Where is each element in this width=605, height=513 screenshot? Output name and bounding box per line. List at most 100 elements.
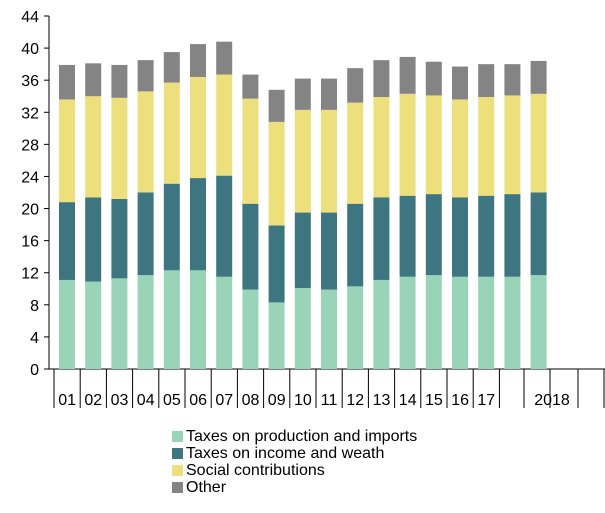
y-tick-label: 16 <box>21 234 39 251</box>
x-tick-label: 10 <box>294 392 312 409</box>
bar-segment <box>294 109 311 213</box>
bar-segment <box>504 194 521 277</box>
bar-segment <box>347 286 364 369</box>
bar-segment <box>294 78 311 110</box>
bar-segment <box>216 74 233 176</box>
bar-segment <box>268 225 285 303</box>
x-tick-label: 03 <box>111 392 129 409</box>
x-tick-label: 13 <box>373 392 391 409</box>
bar-segment <box>59 279 75 369</box>
bar-segment <box>399 56 416 94</box>
x-tick-label: 14 <box>399 392 417 409</box>
bar-segment <box>137 91 154 193</box>
bar-segment <box>425 275 442 369</box>
bar-segment <box>137 60 154 92</box>
legend-swatch-other <box>172 482 183 493</box>
bar-segment <box>478 276 495 369</box>
bar-segment <box>85 63 102 97</box>
bar-segment <box>190 44 206 77</box>
bar-segment <box>452 66 468 100</box>
bar-segment <box>399 195 416 277</box>
bar-segment <box>190 178 206 271</box>
bar-segment <box>85 281 102 369</box>
bar-segment <box>85 96 102 198</box>
bar-segment <box>478 64 495 98</box>
bar-segment <box>163 183 180 271</box>
bar-segment <box>85 197 102 282</box>
y-tick-label: 0 <box>30 362 39 379</box>
bar-segment <box>321 109 337 213</box>
bar-segment <box>373 279 390 369</box>
bar-segment <box>530 192 547 276</box>
y-tick-label: 36 <box>21 73 39 90</box>
bar-segment <box>399 276 416 369</box>
bar-segment <box>268 89 285 122</box>
bar-segment <box>321 78 337 110</box>
x-tick-label: 05 <box>163 392 181 409</box>
bar-segment <box>242 98 259 204</box>
bar-segment <box>242 289 259 369</box>
bar-segment <box>478 97 495 196</box>
bar-segment <box>268 302 285 369</box>
legend-label-other: Other <box>186 479 227 496</box>
legend-label-social: Social contributions <box>186 462 325 479</box>
bar-segment <box>504 95 521 195</box>
x-tick-label: 08 <box>242 392 260 409</box>
y-tick-label: 28 <box>21 137 39 154</box>
bar-segment <box>530 93 547 193</box>
bar-segment <box>347 203 364 287</box>
bar-segment <box>111 278 128 369</box>
legend-item: Social contributions <box>172 462 417 479</box>
bar-segment <box>59 202 75 280</box>
bar-segment <box>399 93 416 196</box>
bar-segment <box>530 275 547 369</box>
x-tick-label: 01 <box>58 392 76 409</box>
bar-segment <box>59 64 75 100</box>
bar-segment <box>452 276 468 369</box>
x-tick-label: 07 <box>215 392 233 409</box>
bar-segment <box>373 197 390 280</box>
bar-segment <box>163 82 180 184</box>
bar-segment <box>190 270 206 369</box>
bar-segment <box>216 175 233 277</box>
bar-segment <box>268 121 285 226</box>
y-tick-label: 8 <box>30 298 39 315</box>
x-tick-label: 12 <box>346 392 364 409</box>
bar-segment <box>137 192 154 276</box>
x-tick-label: 16 <box>451 392 469 409</box>
y-tick-label: 24 <box>21 169 39 186</box>
bar-segment <box>347 102 364 204</box>
bar-segment <box>137 275 154 369</box>
bar-segment <box>504 64 521 96</box>
y-tick-label: 40 <box>21 41 39 58</box>
y-tick-label: 12 <box>21 266 39 283</box>
bar-segment <box>504 276 521 369</box>
y-tick-label: 44 <box>21 9 39 26</box>
bar-segment <box>452 197 468 277</box>
bar-segment <box>425 61 442 96</box>
y-tick-label: 20 <box>21 202 39 219</box>
x-tick-label: 09 <box>268 392 286 409</box>
bar-segment <box>321 289 337 369</box>
bar-segment <box>373 97 390 198</box>
bar-segment <box>111 97 128 199</box>
bar-segment <box>59 99 75 203</box>
legend-swatch-social <box>172 465 183 476</box>
bar-segment <box>111 64 128 98</box>
bar-segment <box>242 74 259 99</box>
legend-item: Taxes on production and imports <box>172 428 417 445</box>
bar-segment <box>216 276 233 369</box>
y-tick-label: 4 <box>30 330 39 347</box>
bar-segment <box>452 99 468 198</box>
bar-segment <box>163 270 180 369</box>
bar-segment <box>425 194 442 276</box>
bar-segment <box>242 203 259 290</box>
legend-label-income: Taxes on income and weath <box>186 445 385 462</box>
bar-segment <box>294 212 311 288</box>
bar-segment <box>478 195 495 277</box>
bar-segment <box>321 212 337 290</box>
x-tick-label: 11 <box>321 392 338 409</box>
bar-segment <box>373 60 390 98</box>
